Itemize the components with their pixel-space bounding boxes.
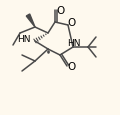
Text: O: O — [56, 6, 64, 16]
Text: O: O — [68, 18, 76, 28]
Text: HN: HN — [18, 35, 31, 44]
Text: HN: HN — [67, 38, 81, 47]
Polygon shape — [26, 15, 35, 28]
Text: O: O — [67, 61, 75, 71]
